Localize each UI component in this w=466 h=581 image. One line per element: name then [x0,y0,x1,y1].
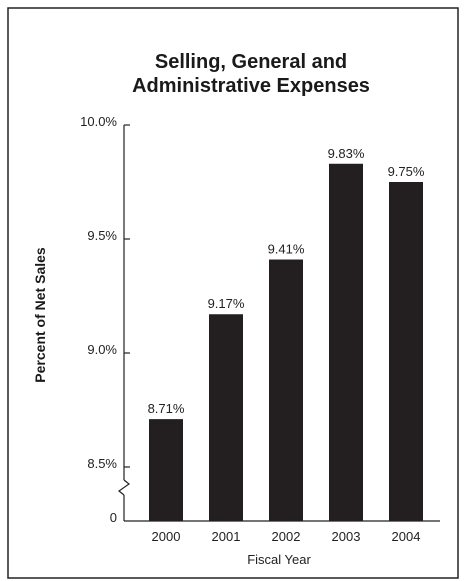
x-tick-label: 2003 [332,529,361,544]
bar-value-label: 9.75% [388,164,425,179]
chart-title-line-2: Administrative Expenses [132,75,370,97]
x-tick-label: 2004 [392,529,421,544]
y-axis: 8.5% 9.0% 9.5% 10.0% 0 [80,114,131,525]
y-tick-label-zero: 0 [110,510,117,525]
bars: 8.71% 9.17% 9.41% 9.83% 9.75% [148,146,425,521]
x-axis-title: Fiscal Year [247,552,311,567]
bar-value-label: 9.41% [268,242,305,257]
bar-value-label: 9.83% [328,146,365,161]
x-tick-label: 2002 [272,529,301,544]
bar [389,182,423,521]
bar-value-label: 8.71% [148,401,185,416]
bar [329,163,363,521]
x-tick-label: 2000 [152,529,181,544]
x-tick-label: 2001 [212,529,241,544]
x-axis: 2000 2001 2002 2003 2004 [124,520,440,544]
bar [149,419,183,521]
y-tick-label: 9.0% [87,342,117,357]
bar [269,259,303,521]
bar [209,314,243,521]
y-axis-title: Percent of Net Sales [32,247,48,383]
y-axis-break [117,479,131,496]
chart-title-line-1: Selling, General and [155,51,347,73]
y-tick-label: 10.0% [80,114,117,129]
y-tick-label: 8.5% [87,456,117,471]
y-tick-label: 9.5% [87,228,117,243]
bar-value-label: 9.17% [208,296,245,311]
